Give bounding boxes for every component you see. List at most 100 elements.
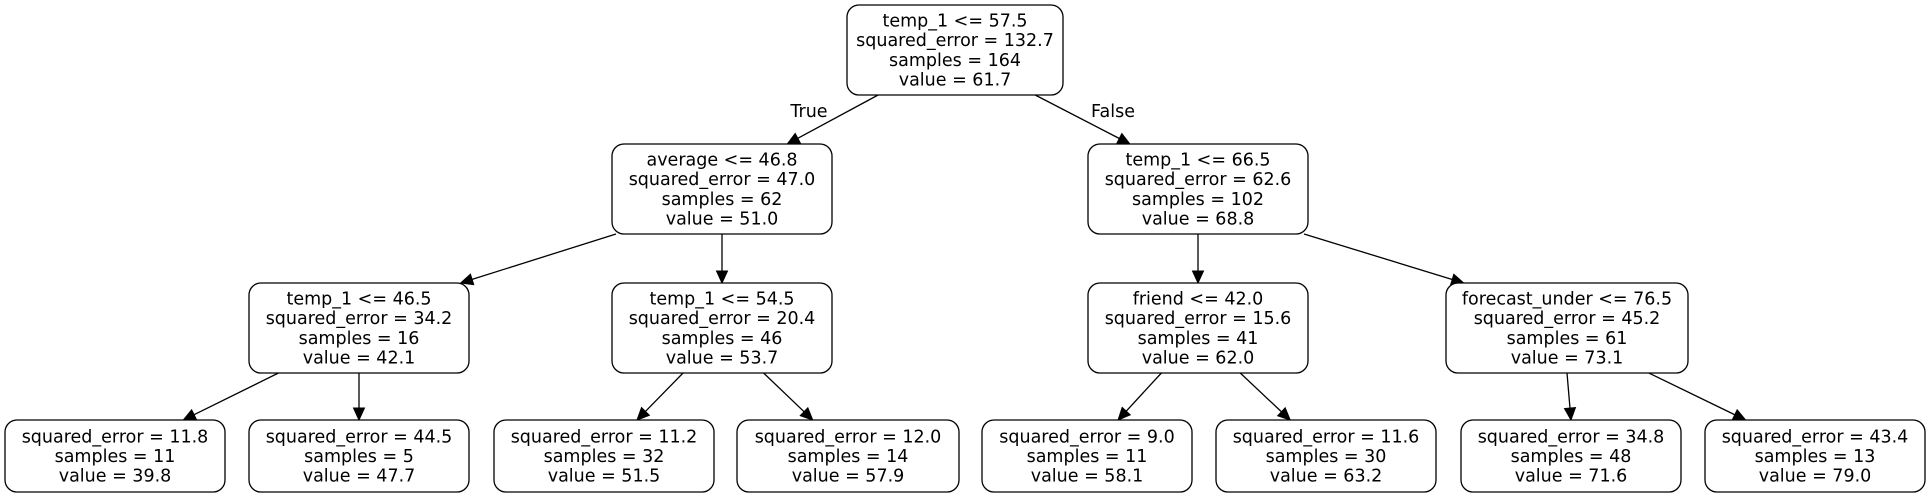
tree-edge-n5-n12 [1240, 373, 1290, 420]
tree-edge-n3-n7 [183, 373, 278, 420]
node-text-line: squared_error = 45.2 [1474, 309, 1661, 329]
arrowhead-icon [1193, 271, 1204, 283]
arrowhead-icon [183, 410, 196, 420]
node-text-line: temp_1 <= 46.5 [286, 289, 431, 309]
arrowhead-icon [461, 274, 474, 284]
edge-line [1304, 234, 1452, 279]
tree-edge-n1-n4 [717, 234, 728, 283]
node-text-line: samples = 62 [662, 190, 783, 210]
node-text-line: squared_error = 132.7 [856, 31, 1054, 51]
node-text-line: squared_error = 12.0 [755, 427, 942, 447]
node-text-line: temp_1 <= 66.5 [1125, 150, 1270, 170]
node-text-line: samples = 16 [299, 329, 420, 349]
node-text-line: value = 62.0 [1142, 349, 1255, 369]
arrowhead-icon [1732, 410, 1745, 420]
tree-edge-n4-n9 [637, 373, 683, 420]
node-text-line: squared_error = 62.6 [1105, 170, 1292, 190]
node-text-line: temp_1 <= 57.5 [882, 11, 1027, 31]
node-text-line: squared_error = 47.0 [629, 170, 816, 190]
node-text-line: value = 58.1 [1031, 467, 1144, 487]
edge-line [645, 373, 683, 411]
arrowhead-icon [354, 408, 365, 420]
node-text-line: value = 39.8 [59, 467, 172, 487]
node-text-line: samples = 41 [1138, 329, 1259, 349]
arrowhead-icon [1117, 134, 1130, 144]
tree-edge-n0-n1: True [787, 95, 878, 144]
tree-edge-n4-n10 [764, 373, 813, 420]
node-text-line: squared_error = 34.8 [1478, 427, 1665, 447]
edge-line [764, 373, 804, 412]
node-text-line: squared_error = 9.0 [999, 427, 1174, 447]
branch-label-true: True [789, 102, 827, 122]
node-text-line: squared_error = 11.8 [22, 427, 209, 447]
node-text-line: squared_error = 11.6 [1233, 427, 1420, 447]
edge-line [194, 373, 278, 415]
node-text-line: value = 68.8 [1142, 210, 1255, 230]
node-text-line: samples = 164 [889, 51, 1021, 71]
node-text-line: value = 57.9 [792, 467, 905, 487]
tree-node-n3: temp_1 <= 46.5squared_error = 34.2sample… [249, 283, 469, 373]
node-text-line: value = 42.1 [303, 349, 416, 369]
node-text-line: friend <= 42.0 [1133, 289, 1264, 309]
tree-edge-n1-n3 [461, 234, 616, 285]
tree-edge-n6-n14 [1649, 373, 1746, 420]
node-text-line: squared_error = 34.2 [266, 309, 453, 329]
tree-edge-n6-n13 [1565, 373, 1576, 420]
node-text-line: value = 73.1 [1511, 349, 1624, 369]
node-text-line: average <= 46.8 [646, 150, 797, 170]
node-text-line: squared_error = 11.2 [511, 427, 698, 447]
node-text-line: samples = 30 [1266, 447, 1387, 467]
node-text-line: samples = 32 [544, 447, 665, 467]
node-text-line: value = 61.7 [899, 71, 1012, 91]
node-text-line: squared_error = 20.4 [629, 309, 816, 329]
node-text-line: squared_error = 44.5 [266, 427, 453, 447]
edge-line [1649, 373, 1735, 415]
node-text-line: samples = 102 [1132, 190, 1264, 210]
edge-line [472, 234, 616, 279]
node-text-line: squared_error = 15.6 [1105, 309, 1292, 329]
node-text-line: value = 51.5 [548, 467, 661, 487]
node-text-line: samples = 11 [1027, 447, 1148, 467]
node-text-line: samples = 61 [1507, 329, 1628, 349]
node-text-line: samples = 46 [662, 329, 783, 349]
tree-edge-n0-n2: False [1035, 95, 1135, 144]
node-text-line: value = 79.0 [1759, 467, 1872, 487]
node-text-line: samples = 48 [1511, 447, 1632, 467]
node-text-line: value = 63.2 [1270, 467, 1383, 487]
node-text-line: value = 71.6 [1515, 467, 1628, 487]
node-text-line: samples = 11 [55, 447, 176, 467]
arrowhead-icon [1565, 408, 1576, 420]
arrowhead-icon [717, 271, 728, 283]
tree-edge-n3-n8 [354, 373, 365, 420]
arrowhead-icon [787, 133, 800, 144]
node-text-line: squared_error = 43.4 [1722, 427, 1909, 447]
node-text-line: temp_1 <= 54.5 [649, 289, 794, 309]
edge-line [1567, 373, 1570, 408]
tree-edge-n2-n5 [1193, 234, 1204, 283]
node-text-line: samples = 13 [1755, 447, 1876, 467]
node-text-line: forecast_under <= 76.5 [1462, 289, 1672, 309]
node-text-line: value = 53.7 [666, 349, 779, 369]
node-text-line: samples = 5 [304, 447, 414, 467]
tree-edge-n2-n6 [1304, 234, 1464, 285]
node-text-line: value = 51.0 [666, 210, 779, 230]
tree-edge-n5-n11 [1118, 373, 1161, 420]
node-text-line: samples = 14 [788, 447, 909, 467]
tree-node-n4: temp_1 <= 54.5squared_error = 20.4sample… [612, 283, 832, 373]
edge-line [1126, 373, 1161, 411]
branch-label-false: False [1091, 102, 1135, 122]
